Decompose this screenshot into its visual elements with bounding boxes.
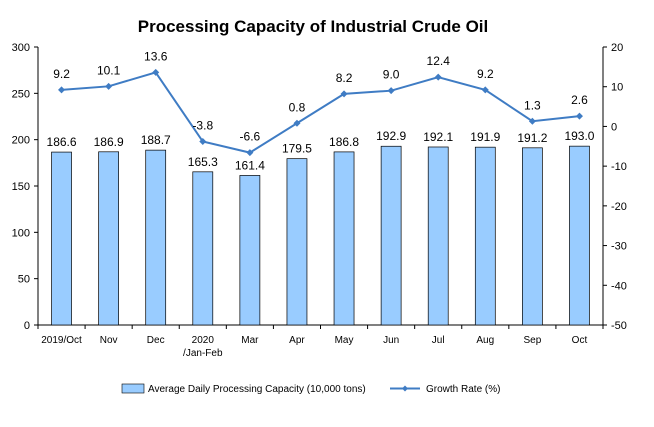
bar [51,151,72,326]
line-point [575,112,583,120]
x-tick-label: Apr [289,335,305,346]
x-tick-label: Aug [476,335,494,346]
bar [380,145,402,326]
x-tick-label: May [335,335,354,346]
x-tick-label: /Jan-Feb [183,348,223,359]
left-tick-label: 250 [12,88,30,100]
line-value-label: 10.1 [97,63,121,77]
bar-value-label: 192.1 [423,130,453,144]
right-tick-label: -20 [611,201,627,213]
bar-value-label: 161.4 [235,158,265,172]
bar-value-label: 186.9 [94,135,124,149]
bar [192,171,214,326]
right-tick-label: 10 [611,82,623,94]
line-value-label: 9.2 [53,67,70,81]
line-point [434,73,442,81]
line-value-label: 12.4 [427,54,451,68]
legend: Average Daily Processing Capacity (10,00… [121,383,500,395]
line-data-labels: 9.2 10.1 13.6 -3.8 -6.6 0.8 8.2 9.0 12.4 9.2 1.3 2.… [53,49,588,143]
chart-title: Processing Capacity of Industrial Crude … [138,17,488,36]
line-point [58,86,66,94]
line-value-label: 1.3 [524,98,541,112]
line-value-label: -3.8 [192,119,213,133]
x-tick-label: Jun [383,335,399,346]
x-axis-ticks: 2019/Oct Nov Dec 2020/Jan-Feb Mar Apr May Jun Ju… [41,335,587,359]
right-tick-label: 20 [611,42,623,54]
bar-value-label: 186.6 [47,135,77,149]
line-point [246,149,254,157]
line-point [481,86,489,94]
line-point [293,119,301,127]
line-point [152,68,160,76]
x-tick-label: Sep [523,335,541,346]
legend-bar-label: Average Daily Processing Capacity (10,00… [148,384,366,395]
line-point [340,90,348,98]
line-series [58,68,583,157]
legend-line-label: Growth Rate (%) [426,384,500,395]
bar [474,146,496,326]
x-tick-label: Nov [100,335,118,346]
bar-data-labels: 186.6 186.9 188.7 165.3 161.4 179.5 186.8 192.9… [47,129,595,172]
line-point [528,117,536,125]
line-value-label: -6.6 [240,130,261,144]
left-tick-label: 50 [18,274,30,286]
axes: 0 50 100 150 200 250 300 -50 -40 -30 -20 -10 0 10 20 [12,42,627,332]
legend-line-marker [402,385,408,392]
bar-value-label: 192.9 [376,129,406,143]
right-tick-label: -50 [611,320,627,332]
legend-bar-swatch [121,383,145,394]
bar [98,151,119,326]
line-value-label: 13.6 [144,49,168,63]
x-tick-label: Jul [432,335,445,346]
right-tick-label: -30 [611,241,627,253]
line-value-label: 9.0 [383,68,400,82]
bar [522,147,543,326]
growth-rate-line [61,71,580,154]
bar-value-label: 191.9 [470,130,500,144]
right-tick-label: -10 [611,161,627,173]
line-value-label: 9.2 [477,67,494,81]
bar [286,158,308,326]
bar-value-label: 191.2 [517,131,547,145]
left-tick-label: 100 [12,227,30,239]
x-tick-label: Oct [572,335,588,346]
line-point [387,87,395,95]
bar-series [51,145,590,326]
x-tick-label: Mar [241,335,259,346]
left-tick-label: 150 [12,181,30,193]
bar-value-label: 165.3 [188,155,218,169]
line-point [105,82,113,90]
bar [239,175,261,326]
line-point [199,138,207,146]
bar [145,149,167,326]
left-tick-label: 200 [12,135,30,147]
bar [569,145,590,326]
bar [427,146,449,326]
line-value-label: 0.8 [289,100,306,114]
x-tick-label: 2019/Oct [41,335,82,346]
right-tick-label: 0 [611,121,617,133]
bar [333,151,355,326]
x-tick-label: 2020 [192,335,215,346]
bar-value-label: 179.5 [282,142,312,156]
line-value-label: 8.2 [336,71,353,85]
line-value-label: 2.6 [571,93,588,107]
bar-value-label: 193.0 [564,129,594,143]
left-tick-label: 300 [12,42,30,54]
x-tick-label: Dec [147,335,165,346]
left-tick-label: 0 [24,320,30,332]
bar-value-label: 186.8 [329,135,359,149]
right-tick-label: -40 [611,280,627,292]
bar-value-label: 188.7 [141,133,171,147]
